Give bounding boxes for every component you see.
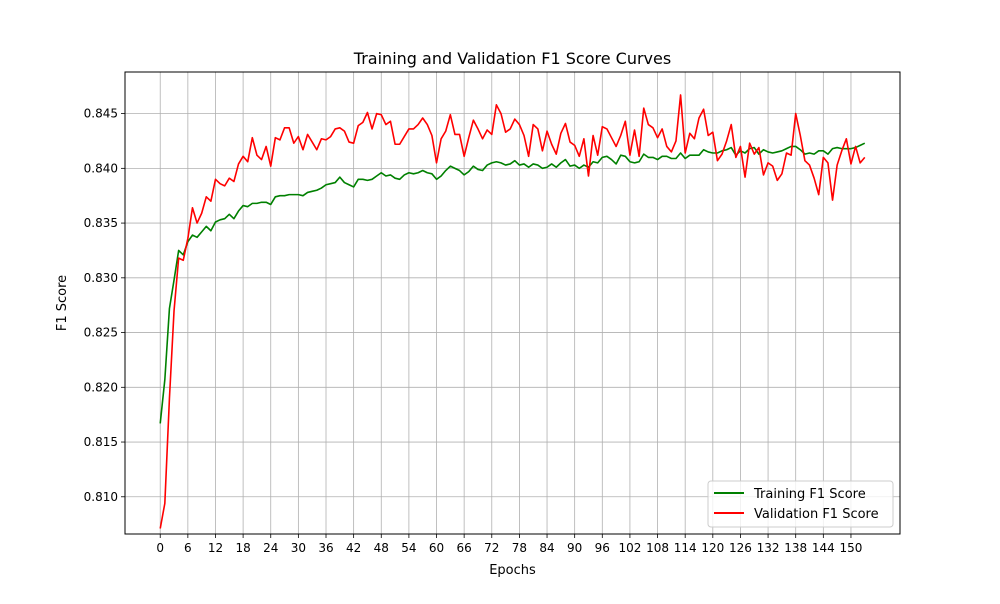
y-tick-label: 0.835 (84, 216, 118, 230)
x-tick-label: 60 (429, 541, 444, 555)
x-tick-label: 84 (539, 541, 554, 555)
x-tick-label: 30 (291, 541, 306, 555)
legend-box (707, 480, 894, 528)
x-tick-label: 42 (346, 541, 361, 555)
x-tick-label: 132 (757, 541, 780, 555)
x-tick-label: 114 (674, 541, 697, 555)
x-axis-label: Epochs (489, 563, 536, 578)
x-tick-label: 48 (374, 541, 389, 555)
y-axis-ticks: 0.810 0.815 0.820 0.825 0.830 0.835 0.840 0.845 (84, 107, 125, 504)
x-tick-label: 150 (840, 541, 863, 555)
x-tick-label: 54 (401, 541, 416, 555)
x-tick-label: 24 (263, 541, 278, 555)
x-tick-label: 102 (618, 541, 641, 555)
x-tick-label: 120 (701, 541, 724, 555)
x-axis-ticks: 0 6 12 18 24 30 36 42 48 54 60 66 72 78 84 90 96 102 108 11… (156, 534, 862, 555)
grid (125, 72, 900, 534)
legend: Training F1 Score Validation F1 Score (707, 480, 894, 528)
validation-f1-line (159, 94, 866, 529)
x-tick-label: 12 (208, 541, 223, 555)
x-tick-label: 90 (567, 541, 582, 555)
chart-title: Training and Validation F1 Score Curves (353, 49, 671, 68)
y-tick-label: 0.845 (84, 107, 118, 121)
x-tick-label: 0 (156, 541, 164, 555)
y-tick-label: 0.830 (84, 271, 118, 285)
x-tick-label: 72 (484, 541, 499, 555)
x-tick-label: 108 (646, 541, 669, 555)
y-tick-label: 0.815 (84, 435, 118, 449)
x-tick-label: 6 (184, 541, 192, 555)
y-tick-label: 0.840 (84, 161, 118, 175)
y-tick-label: 0.810 (84, 490, 118, 504)
x-tick-label: 144 (812, 541, 835, 555)
x-tick-label: 66 (457, 541, 472, 555)
x-tick-label: 96 (595, 541, 610, 555)
y-axis-label: F1 Score (55, 275, 70, 331)
x-tick-label: 78 (512, 541, 527, 555)
legend-label-validation: Validation F1 Score (754, 507, 879, 522)
x-tick-label: 126 (729, 541, 752, 555)
x-tick-label: 36 (318, 541, 333, 555)
plot-area-frame (124, 71, 901, 535)
y-tick-label: 0.820 (84, 380, 118, 394)
y-tick-label: 0.825 (84, 326, 118, 340)
series-lines (159, 94, 866, 529)
legend-label-training: Training F1 Score (753, 487, 866, 502)
x-tick-label: 18 (235, 541, 250, 555)
training-f1-line (159, 142, 866, 424)
x-tick-label: 138 (784, 541, 807, 555)
